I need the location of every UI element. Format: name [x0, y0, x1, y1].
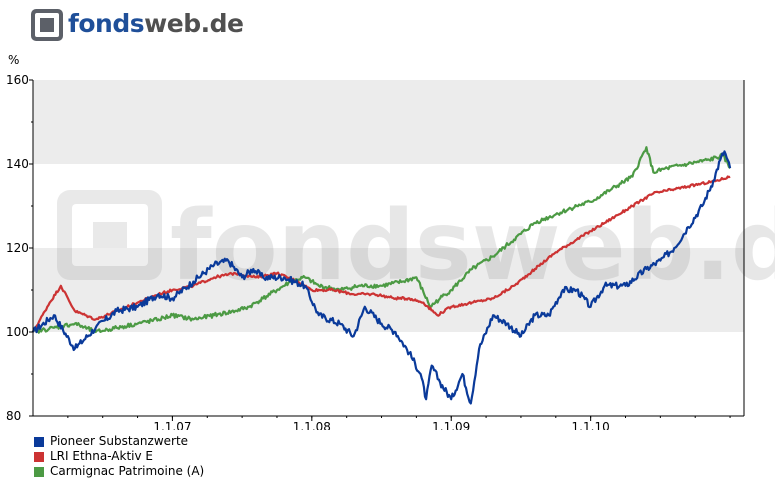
series-layer — [31, 146, 732, 405]
legend-swatch — [34, 436, 44, 447]
legend-swatch — [34, 451, 44, 462]
logo-text: fondsweb.de — [68, 9, 244, 38]
legend-swatch — [34, 466, 44, 477]
fondsweb-logo-icon — [31, 9, 63, 41]
y-ticks: 80 100 120 140 160 — [6, 73, 33, 423]
series-line-1 — [31, 150, 732, 405]
y-tick-label: 120 — [6, 241, 29, 255]
y-tick-label: 160 — [6, 73, 29, 87]
legend-item: Pioneer Substanzwerte — [34, 434, 204, 449]
watermark-text: fondsweb.de — [170, 190, 775, 302]
legend: Pioneer Substanzwerte LRI Ethna-Aktiv E Ca… — [34, 434, 204, 479]
legend-label: Pioneer Substanzwerte — [50, 434, 189, 448]
grid-band — [33, 80, 744, 164]
x-tick-label: 1.1.07 — [153, 420, 191, 430]
legend-label: Carmignac Patrimoine (A) — [50, 464, 205, 478]
series-line-3 — [32, 146, 731, 334]
y-tick-label: 100 — [6, 325, 29, 339]
legend-item: Carmignac Patrimoine (A) — [34, 464, 204, 479]
watermark: fondsweb.de — [57, 190, 775, 302]
grid-band — [33, 332, 744, 416]
watermark-icon — [57, 190, 162, 280]
x-tick-label: 1.1.08 — [293, 420, 331, 430]
legend-item: LRI Ethna-Aktiv E — [34, 449, 204, 464]
y-tick-label: 80 — [6, 409, 21, 423]
legend-label: LRI Ethna-Aktiv E — [50, 449, 153, 463]
grid-band — [33, 248, 744, 332]
grid-band — [33, 164, 744, 248]
y-axis-unit: % — [8, 53, 19, 67]
x-tick-label: 1.1.10 — [572, 420, 610, 430]
y-tick-label: 140 — [6, 157, 29, 171]
logo-text-part1: fonds — [68, 9, 145, 38]
x-ticks: 1.1.07 1.1.08 1.1.09 1.1.10 — [67, 416, 731, 430]
grid-bands — [33, 80, 744, 416]
logo-text-part2: web.de — [144, 9, 244, 38]
x-tick-label: 1.1.09 — [432, 420, 470, 430]
